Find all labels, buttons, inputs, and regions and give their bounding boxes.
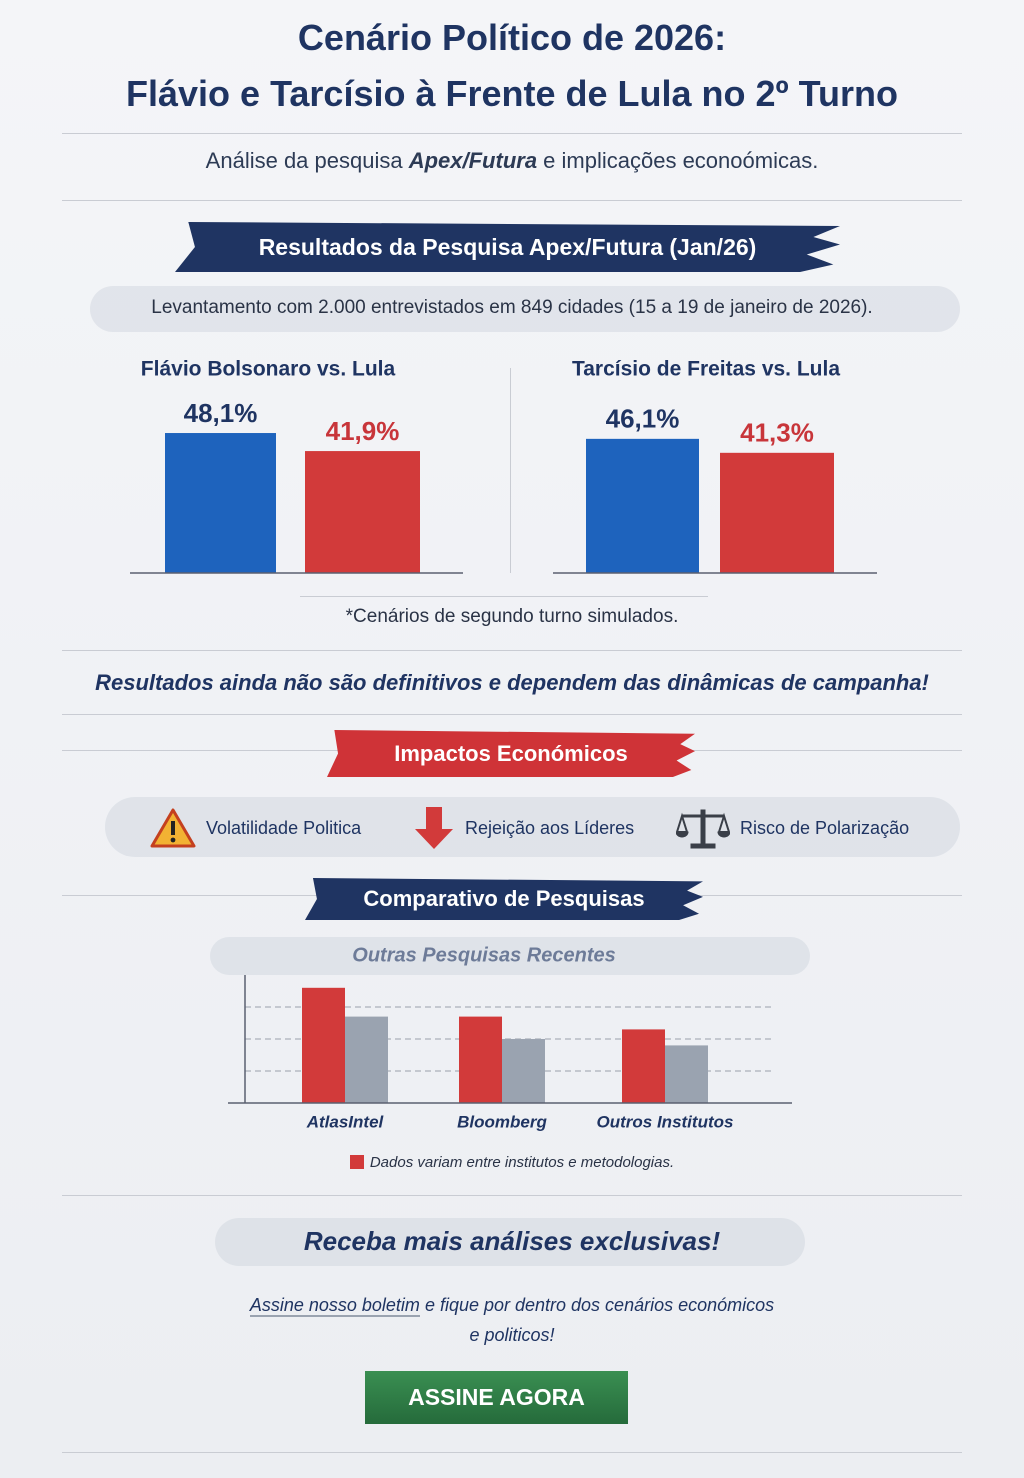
impacts-bg (105, 797, 960, 857)
cta-bg (215, 1218, 805, 1266)
chart-title: Tarcísio de Freitas vs. Lula (572, 358, 840, 381)
survey-note: Levantamento com 2.000 entrevistados em … (151, 297, 873, 318)
chart-title-bg (210, 937, 810, 975)
bar (165, 433, 276, 573)
divider (300, 596, 708, 597)
value-label: 48,1% (184, 398, 258, 428)
divider (62, 714, 962, 715)
value-label: 41,9% (326, 416, 400, 446)
divider (510, 368, 511, 573)
scales-icon (676, 809, 730, 849)
down-arrow-icon (415, 807, 453, 849)
bar (622, 1029, 665, 1103)
warning-icon (150, 808, 196, 848)
x-tick-label: Outros Institutos (597, 1112, 734, 1131)
divider (62, 133, 962, 134)
cta-line: Assine nosso boletim e fique por dentro … (0, 1290, 1024, 1320)
bar (305, 451, 420, 573)
statement: Resultados ainda não são definitivos e d… (95, 670, 929, 695)
cta-line-text: e fique por dentro dos cenários económic… (419, 1295, 775, 1315)
title: Cenário Político de 2026: Flávio e Tarcí… (0, 10, 1024, 122)
subtitle-text: e implicações econoómicas. (537, 148, 819, 173)
subscribe-button[interactable]: ASSINE AGORA (365, 1371, 628, 1424)
bar (502, 1039, 545, 1103)
subtitle: Análise da pesquisa Apex/Futura e implic… (0, 148, 1024, 174)
banner: Comparativo de Pesquisas (305, 878, 703, 920)
legend-swatch (349, 1155, 364, 1169)
impact-label: Risco de Polarização (740, 817, 910, 838)
cta-line: e politicos! (469, 1325, 555, 1345)
bar (665, 1045, 708, 1103)
subtitle-text: Análise da pesquisa (205, 148, 409, 173)
cta-title: Receba mais análises exclusivas! (303, 1226, 721, 1256)
title-line: Cenário Político de 2026: (297, 17, 727, 58)
bar (586, 438, 699, 573)
divider (62, 1195, 962, 1196)
divider (62, 650, 962, 651)
impact-label: Rejeição aos Líderes (465, 817, 635, 838)
bar (302, 987, 345, 1103)
bar (720, 452, 834, 573)
divider (62, 1452, 962, 1453)
cta-link: Assine nosso boletim (249, 1295, 420, 1317)
value-label: 41,3% (740, 418, 814, 448)
title-line: Flávio e Tarcísio à Frente de Lula no 2º… (126, 73, 898, 114)
banner: Resultados da Pesquisa Apex/Futura (Jan/… (175, 222, 840, 272)
subtitle-source: Apex/Futura (408, 148, 538, 173)
divider (62, 200, 962, 201)
note-bg (90, 286, 960, 332)
chart-title: Flávio Bolsonaro vs. Lula (141, 358, 396, 381)
legend: Dados variam entre institutos e metodolo… (0, 1154, 1024, 1171)
chart-title: Outras Pesquisas Recentes (352, 944, 615, 966)
x-tick-label: AtlasIntel (306, 1112, 385, 1131)
bar (459, 1016, 502, 1103)
impact-label: Volatilidade Politica (206, 817, 362, 838)
x-tick-label: Bloomberg (457, 1112, 547, 1131)
legend-label: Dados variam entre institutos e metodolo… (369, 1154, 675, 1171)
bar (345, 1016, 388, 1103)
impact-item: Rejeição aos Líderes (413, 800, 634, 856)
impact-item: Volatilidade Politica (150, 800, 361, 856)
banner: Impactos Económicos (327, 730, 695, 777)
value-label: 46,1% (606, 404, 680, 434)
footnote: *Cenários de segundo turno simulados. (345, 606, 679, 627)
impact-item: Risco de Polarização (676, 800, 909, 856)
cta-text: Assine nosso boletim e fique por dentro … (0, 1290, 1024, 1350)
